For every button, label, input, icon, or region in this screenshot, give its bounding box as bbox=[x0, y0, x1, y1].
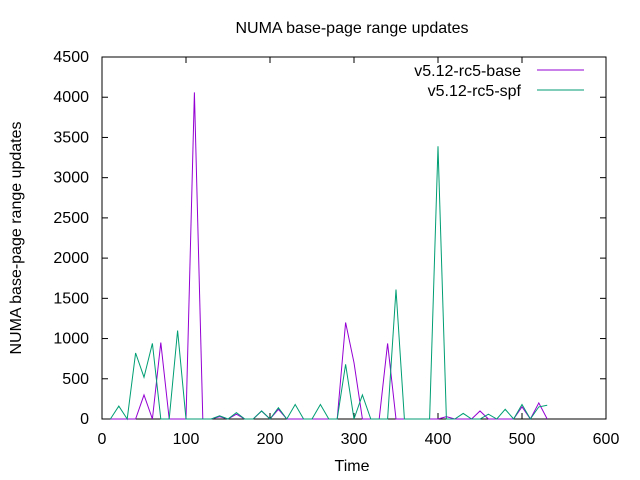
y-tick-label: 1500 bbox=[53, 290, 89, 307]
x-tick-label: 200 bbox=[257, 431, 284, 448]
x-tick-label: 500 bbox=[509, 431, 536, 448]
legend-label: v5.12-rc5-base bbox=[414, 63, 521, 80]
legend-label: v5.12-rc5-spf bbox=[428, 83, 522, 100]
y-axis-label: NUMA base-page range updates bbox=[8, 121, 25, 354]
y-tick-label: 2500 bbox=[53, 210, 89, 227]
x-tick-label: 600 bbox=[593, 431, 620, 448]
y-tick-label: 1000 bbox=[53, 331, 89, 348]
x-tick-label: 300 bbox=[341, 431, 368, 448]
series-line-spf bbox=[109, 146, 548, 421]
x-tick-label: 400 bbox=[425, 431, 452, 448]
y-tick-label: 2000 bbox=[53, 250, 89, 267]
y-tick-label: 0 bbox=[80, 411, 89, 428]
chart-title: NUMA base-page range updates bbox=[235, 20, 468, 37]
y-tick-label: 3000 bbox=[53, 170, 89, 187]
x-tick-label: 0 bbox=[98, 431, 107, 448]
x-axis-label: Time bbox=[335, 458, 370, 475]
y-tick-label: 3500 bbox=[53, 129, 89, 146]
y-tick-label: 4000 bbox=[53, 89, 89, 106]
axis-ticks: 0 100 200 300 400 500 600 0 500 1000 1500 2000 2500 3… bbox=[53, 49, 619, 448]
data-series bbox=[109, 92, 548, 421]
legend: v5.12-rc5-base v5.12-rc5-spf bbox=[414, 63, 584, 100]
y-tick-label: 500 bbox=[62, 371, 89, 388]
x-tick-label: 100 bbox=[173, 431, 200, 448]
y-tick-label: 4500 bbox=[53, 49, 89, 66]
